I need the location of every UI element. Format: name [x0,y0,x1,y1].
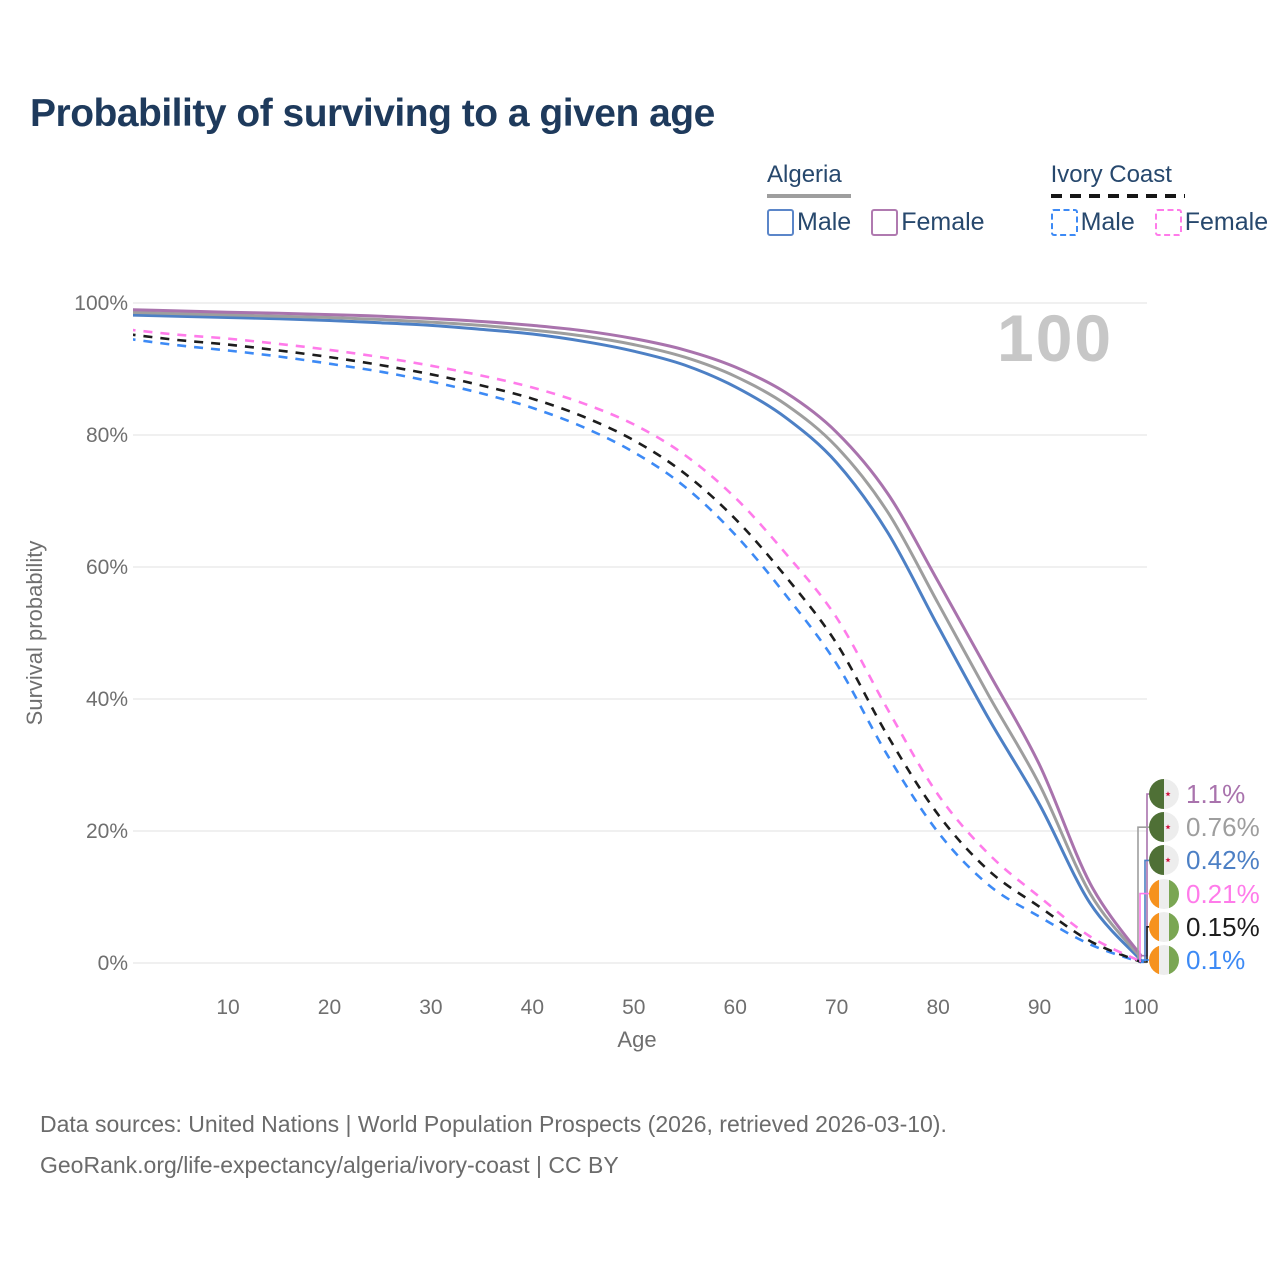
legend-group-algeria: Algeria Male Female [767,161,985,237]
series-line-ivory-coast-both [133,333,1142,964]
legend-item-ivory-coast-female[interactable]: Female [1154,208,1269,237]
y-axis-title: Survival probability [22,541,47,726]
legend-label: Male [1080,208,1135,236]
legend-header-ivory-coast: Ivory Coast [1050,161,1172,188]
y-tick-label: 100% [74,292,128,315]
ivory-coast-dashed-line-sample [1050,194,1185,198]
ivory-coast-flag-icon [1149,879,1179,909]
x-tick-label: 60 [724,996,747,1019]
end-label-row-algeria-both: 0.76% [1149,812,1260,842]
footer-sources: Data sources: United Nations | World Pop… [40,1111,947,1137]
hovered-age-watermark: 100 [997,301,1114,375]
x-tick-label: 100 [1123,996,1158,1019]
y-tick-label: 80% [86,424,128,447]
x-tick-label: 70 [825,996,848,1019]
end-label-value: 0.1% [1186,944,1246,975]
series-line-algeria-male [133,313,1143,962]
end-label-connector-ivory-coast-female [1139,892,1149,963]
end-label-value: 0.76% [1186,811,1260,842]
series-line-ivory-coast-female [133,328,1142,963]
y-tick-label: 0% [98,952,128,975]
legend-group-ivory-coast: Ivory Coast Male Female [1050,161,1269,237]
legend: Algeria Male Female Ivory Coast Male [767,161,1268,237]
ivory-coast-female-checkbox[interactable] [1154,209,1182,236]
end-label-value: 0.15% [1186,911,1260,942]
algeria-flag-icon [1149,845,1179,875]
x-tick-label: 90 [1028,996,1051,1019]
legend-item-algeria-female[interactable]: Female [871,208,985,237]
end-label-value: 0.42% [1186,844,1260,875]
end-label-row-algeria-female: 1.1% [1149,779,1245,809]
legend-item-ivory-coast-male[interactable]: Male [1050,208,1135,237]
algeria-female-checkbox[interactable] [871,209,899,236]
legend-label: Female [1184,208,1269,236]
footer: Data sources: United Nations | World Pop… [40,1104,947,1186]
ivory-coast-male-checkbox[interactable] [1050,209,1078,236]
legend-item-algeria-male[interactable]: Male [767,208,851,237]
end-label-row-ivory-coast-both: 0.15% [1149,912,1260,942]
legend-header-algeria: Algeria [767,161,842,188]
end-label-connector-ivory-coast-both [1141,926,1149,963]
legend-label: Male [797,208,852,236]
ivory-coast-flag-icon [1149,912,1179,942]
end-label-value: 0.21% [1186,878,1260,909]
end-label-value: 1.1% [1186,778,1246,809]
y-tick-label: 40% [86,688,128,711]
end-label-row-ivory-coast-male: 0.1% [1149,945,1245,975]
series-line-algeria-female [133,308,1143,957]
y-tick-label: 20% [86,820,128,843]
footer-attribution: GeoRank.org/life-expectancy/algeria/ivor… [40,1152,619,1178]
end-label-connector-algeria-female [1141,793,1149,957]
x-tick-label: 30 [419,996,442,1019]
page-title: Probability of surviving to a given age [30,92,715,135]
x-tick-label: 10 [216,996,239,1019]
end-label-row-ivory-coast-female: 0.21% [1149,879,1260,909]
algeria-flag-icon [1149,779,1179,809]
algeria-solid-line-sample [767,194,851,198]
x-tick-label: 20 [318,996,341,1019]
end-label-row-algeria-male: 0.42% [1149,845,1260,875]
algeria-flag-icon [1149,812,1179,842]
ivory-coast-flag-icon [1149,945,1179,975]
y-tick-label: 60% [86,556,128,579]
end-label-connector-ivory-coast-male [1141,959,1149,964]
series-line-ivory-coast-male [133,338,1142,964]
legend-label: Female [901,208,985,236]
x-tick-label: 40 [521,996,544,1019]
x-axis-title: Age [617,1027,656,1052]
x-tick-label: 80 [926,996,949,1019]
x-tick-label: 50 [622,996,645,1019]
series-line-algeria-both [133,310,1143,959]
algeria-male-checkbox[interactable] [767,209,794,236]
